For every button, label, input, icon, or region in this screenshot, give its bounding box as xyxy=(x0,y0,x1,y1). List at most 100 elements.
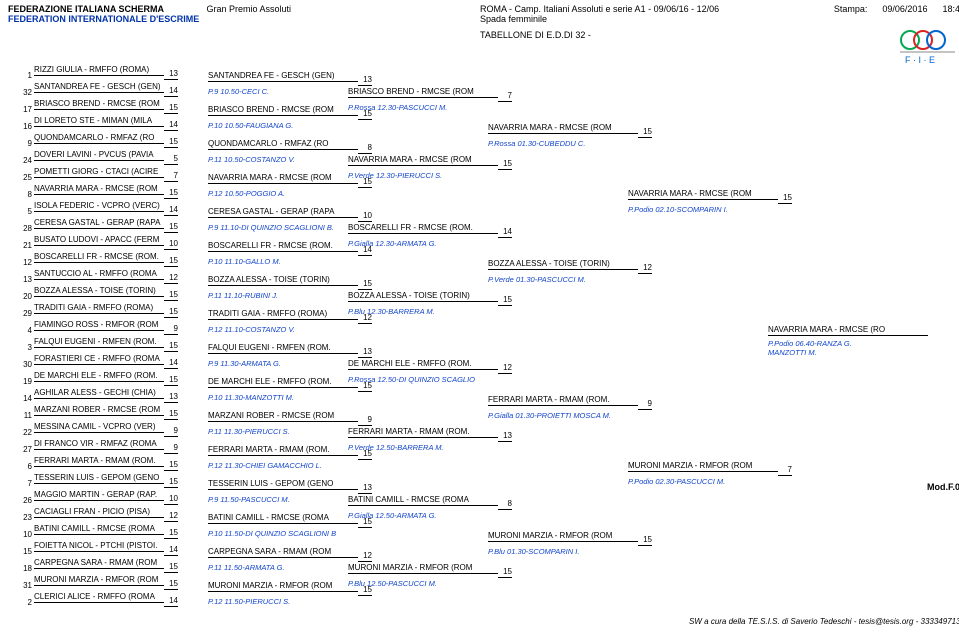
score: 13 xyxy=(164,68,178,80)
seed: 18 xyxy=(18,564,32,573)
score: 15 xyxy=(164,476,178,488)
stampa-time: 18:47 xyxy=(942,4,959,14)
score: 13 xyxy=(164,391,178,403)
r32-pair: 9QUONDAMCARLO - RMFAZ (RO1524DOVERI LAVI… xyxy=(18,132,178,165)
referee: P.10 11.50-DI QUINZIO SCAGLIONI B xyxy=(208,529,372,538)
r32-pair: 3FALQUI EUGENI - RMFEN (ROM.1530FORASTIE… xyxy=(18,336,178,369)
fencer-name: DI FRANCO VIR - RMFAZ (ROMA xyxy=(34,438,164,450)
fencer-name: SANTANDREA FE - GESCH (GEN) xyxy=(208,70,358,82)
referee: P.Rossa 12.30-PASCUCCI M. xyxy=(348,103,512,112)
seed: 26 xyxy=(18,496,32,505)
bracket-entry: NAVARRIA MARA - RMCSE (ROM15P.Podio 02.1… xyxy=(628,188,792,214)
bracket-entry: NAVARRIA MARA - RMCSE (ROM15P.Verde 12.3… xyxy=(348,154,512,180)
score: 12 xyxy=(358,550,372,562)
fencer-name: BUSATO LUDOVI - APACC (FERM xyxy=(34,234,164,246)
seed: 13 xyxy=(18,275,32,284)
fencer-name: FORASTIERI CE - RMFFO (ROMA xyxy=(34,353,164,365)
fencer-name: BOZZA ALESSA - TOISE (TORIN) xyxy=(208,274,358,286)
score: 12 xyxy=(498,362,512,374)
score: 15 xyxy=(164,459,178,471)
r32-pair: 5ISOLA FEDERIC - VCPRO (VERC)1428CERESA … xyxy=(18,200,178,233)
fencer-name: NAVARRIA MARA - RMCSE (RO xyxy=(768,324,928,336)
fencer-name: NAVARRIA MARA - RMCSE (ROM xyxy=(628,188,778,200)
referee: P.Blu 01.30-SCOMPARIN I. xyxy=(488,547,652,556)
referee: P.12 11.30-CHIEI GAMACCHIO L. xyxy=(208,461,372,470)
score: 7 xyxy=(778,464,792,476)
fencer-name: QUONDAMCARLO - RMFAZ (RO xyxy=(208,138,358,150)
fencer-name: CACIAGLI FRAN - PICIO (PISA) xyxy=(34,506,164,518)
score: 15 xyxy=(358,278,372,290)
seed: 22 xyxy=(18,428,32,437)
seed: 12 xyxy=(18,258,32,267)
fencer-name: FERRARI MARTA - RMAM (ROM. xyxy=(348,426,498,438)
bracket-entry: BOSCARELLI FR - RMCSE (ROM.14P.Gialla 12… xyxy=(348,222,512,248)
fencer-name: FALQUI EUGENI - RMFEN (ROM. xyxy=(208,342,358,354)
fie-logo: F · I · E xyxy=(895,26,959,66)
footer-credit: SW a cura della TE.S.I.S. di Saverio Ted… xyxy=(689,617,959,626)
bracket-entry: FERRARI MARTA - RMAM (ROM.13P.Verde 12.5… xyxy=(348,426,512,452)
seed: 15 xyxy=(18,547,32,556)
seed: 10 xyxy=(18,530,32,539)
score: 15 xyxy=(638,534,652,546)
bracket-entry: NAVARRIA MARA - RMCSE (ROP.Podio 06.40-R… xyxy=(768,324,928,357)
fencer-name: BATINI CAMILL - RMCSE (ROMA xyxy=(208,512,358,524)
score: 9 xyxy=(638,398,652,410)
stampa-label: Stampa: xyxy=(834,4,868,14)
r32-pair: 11MARZANI ROBER - RMCSE (ROM1522MESSINA … xyxy=(18,404,178,437)
seed: 20 xyxy=(18,292,32,301)
fencer-name: MURONI MARZIA - RMFOR (ROM xyxy=(208,580,358,592)
seed: 24 xyxy=(18,156,32,165)
score: 15 xyxy=(164,527,178,539)
score: 14 xyxy=(164,204,178,216)
referee: P.Verde 12.50-BARRERA M. xyxy=(348,443,512,452)
referee: P.12 11.10-COSTANZO V. xyxy=(208,325,372,334)
score: 14 xyxy=(498,226,512,238)
header: FEDERAZIONE ITALIANA SCHERMA Gran Premio… xyxy=(8,4,959,24)
score: 8 xyxy=(498,498,512,510)
r32-pair: 17BRIASCO BREND - RMCSE (ROM1516DI LORET… xyxy=(18,98,178,131)
fencer-name: BOZZA ALESSA - TOISE (TORIN) xyxy=(34,285,164,297)
seed: 29 xyxy=(18,309,32,318)
seed: 27 xyxy=(18,445,32,454)
referee: P.Verde 01.30-PASCUCCI M. xyxy=(488,275,652,284)
score: 15 xyxy=(164,102,178,114)
fencer-name: TRADITI GAIA - RMFFO (ROMA) xyxy=(208,308,358,320)
seed: 14 xyxy=(18,394,32,403)
weapon: Spada femminile xyxy=(480,14,547,24)
stamp: Stampa: 09/06/2016 18:47 xyxy=(834,4,959,14)
fencer-name: BOZZA ALESSA - TOISE (TORIN) xyxy=(348,290,498,302)
fencer-name: NAVARRIA MARA - RMCSE (ROM xyxy=(34,183,164,195)
score: 13 xyxy=(358,346,372,358)
referee: P.Gialla 12.30-ARMATA G. xyxy=(348,239,512,248)
referee: P.Rossa 01.30-CUBEDDU C. xyxy=(488,139,652,148)
seed: 19 xyxy=(18,377,32,386)
bracket-entry: FERRARI MARTA - RMAM (ROM.9P.Gialla 01.3… xyxy=(488,394,652,420)
referee: P.Verde 12.30-PIERUCCI S. xyxy=(348,171,512,180)
fed-it: FEDERAZIONE ITALIANA SCHERMA xyxy=(8,4,164,14)
fencer-name: POMETTI GIORG - CTACI (ACIRE xyxy=(34,166,164,178)
fencer-name: MURONI MARZIA - RMFOR (ROM xyxy=(488,530,638,542)
fencer-name: FOIETTA NICOL - PTCHI (PISTOI. xyxy=(34,540,164,552)
score: 12 xyxy=(638,262,652,274)
bracket-entry: MURONI MARZIA - RMFOR (ROM15P.Blu 01.30-… xyxy=(488,530,652,556)
seed: 11 xyxy=(18,411,32,420)
r32-pair: 7TESSERIN LUIS - GEPOM (GENO1526MAGGIO M… xyxy=(18,472,178,505)
fencer-name: MESSINA CAMIL - VCPRO (VER) xyxy=(34,421,164,433)
referee: P.10 10.50-FAUGIANA G. xyxy=(208,121,372,130)
gran-premio: Gran Premio Assoluti xyxy=(207,4,292,14)
fencer-name: MAGGIO MARTIN - GERAP (RAP. xyxy=(34,489,164,501)
fencer-name: TRADITI GAIA - RMFFO (ROMA) xyxy=(34,302,164,314)
fencer-name: QUONDAMCARLO - RMFAZ (RO xyxy=(34,132,164,144)
seed: 2 xyxy=(18,598,32,607)
fencer-name: TESSERIN LUIS - GEPOM (GENO xyxy=(208,478,358,490)
referee: P.Gialla 12.50-ARMATA G. xyxy=(348,511,512,520)
score: 12 xyxy=(164,510,178,522)
fencer-name: FERRARI MARTA - RMAM (ROM. xyxy=(34,455,164,467)
score: 15 xyxy=(498,566,512,578)
stampa-date: 09/06/2016 xyxy=(882,4,927,14)
fencer-name: BOSCARELLI FR - RMCSE (ROM. xyxy=(208,240,358,252)
seed: 16 xyxy=(18,122,32,131)
seed: 28 xyxy=(18,224,32,233)
fencer-name: NAVARRIA MARA - RMCSE (ROM xyxy=(348,154,498,166)
score: 15 xyxy=(498,158,512,170)
